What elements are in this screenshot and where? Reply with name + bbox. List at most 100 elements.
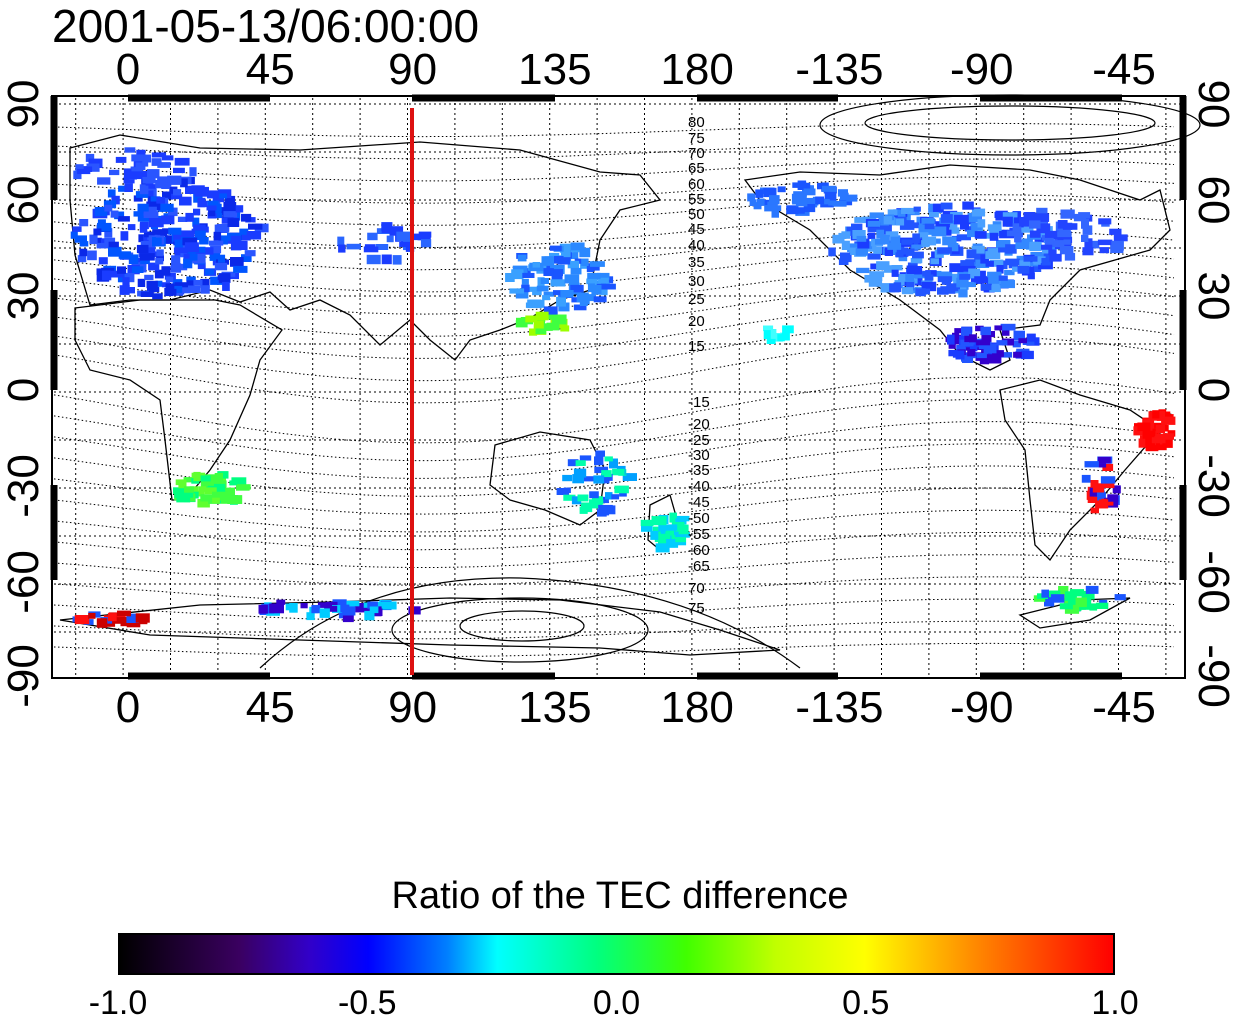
tec-patch: [557, 257, 571, 265]
tec-patch: [980, 326, 991, 336]
tec-patch: [987, 275, 1000, 284]
tec-patch: [677, 515, 690, 522]
tec-patch: [1064, 252, 1076, 261]
tec-patch: [146, 201, 161, 211]
tec-patch: [183, 477, 196, 483]
tec-patch: [375, 244, 389, 250]
tec-patch: [173, 233, 184, 242]
tec-patch: [79, 241, 89, 247]
tec-patch: [922, 236, 937, 246]
tec-patch: [1059, 603, 1073, 610]
tec-patch: [224, 487, 235, 496]
tec-patch: [223, 202, 237, 212]
tec-patch: [216, 224, 230, 232]
tec-patch: [967, 230, 978, 238]
tec-patch: [193, 471, 201, 482]
lat-tick-left: -90: [0, 644, 48, 708]
tec-patch: [173, 247, 188, 254]
tec-patch: [157, 204, 173, 212]
tec-patch: [1030, 251, 1045, 260]
lat-tick-right: 90: [1189, 79, 1238, 129]
tec-patch: [953, 214, 969, 225]
tec-patch: [86, 163, 100, 172]
tec-patch: [1041, 257, 1051, 266]
tec-patch: [1145, 435, 1155, 446]
tec-patch: [269, 603, 284, 614]
tec-patch: [218, 235, 228, 245]
tec-patch: [849, 247, 858, 255]
tec-patch: [116, 270, 125, 278]
tec-patch: [600, 289, 608, 296]
tec-patch: [133, 211, 144, 217]
tec-patch: [144, 247, 156, 254]
tec-patch: [230, 235, 241, 244]
tec-patch: [1097, 239, 1113, 246]
lat-tick-right: -90: [1189, 644, 1238, 708]
tec-patch: [924, 274, 934, 281]
tec-patch: [786, 205, 799, 215]
tec-patch: [209, 252, 221, 261]
tec-patch: [168, 227, 182, 235]
tec-patch: [550, 279, 566, 287]
tec-patch: [556, 488, 570, 495]
tec-patch: [562, 474, 573, 482]
tec-patch: [1049, 253, 1062, 262]
tec-patch: [1032, 256, 1046, 264]
tec-patch: [184, 242, 199, 253]
tec-patch: [581, 258, 589, 266]
tec-patch: [874, 238, 886, 245]
tec-patch: [1082, 225, 1093, 235]
tec-patch: [992, 221, 1002, 227]
tec-patch: [889, 283, 900, 293]
tec-patch: [515, 320, 528, 328]
colorbar-tick: 0.0: [592, 984, 641, 1022]
tec-patch: [1043, 252, 1052, 262]
world-map: 8075706560555045403530252015-15-20-25-30…: [50, 94, 1201, 680]
contour-label: 75: [688, 130, 705, 147]
tec-patch: [131, 266, 144, 273]
tec-patch: [161, 155, 174, 161]
tec-patch: [851, 223, 863, 233]
tec-patch: [899, 220, 915, 230]
tec-patch: [983, 343, 997, 354]
tec-patch: [556, 314, 567, 325]
tec-patch: [139, 253, 155, 261]
tec-patch: [225, 195, 236, 205]
tec-patch: [167, 175, 182, 185]
tec-patch: [570, 267, 582, 275]
tec-patch: [137, 215, 153, 222]
tec-patch: [127, 224, 136, 231]
tec-patch: [103, 200, 117, 209]
tec-patch: [671, 522, 685, 528]
tec-patch: [956, 277, 968, 288]
tec-patch: [511, 269, 524, 280]
tec-patch: [543, 268, 554, 276]
tec-patch: [148, 218, 164, 228]
tec-patch: [155, 180, 166, 189]
tec-patch: [123, 176, 135, 184]
tec-patch: [1044, 230, 1060, 240]
tec-patch: [168, 288, 177, 296]
tec-patch: [949, 227, 960, 234]
tec-patch: [601, 473, 613, 481]
tec-patch: [183, 258, 193, 269]
tec-patch: [804, 197, 818, 208]
tec-patch: [214, 483, 226, 492]
tec-patch: [665, 526, 674, 536]
tec-patch: [913, 206, 921, 212]
tec-patch: [878, 224, 892, 233]
tec-patch: [1155, 424, 1165, 434]
tec-patch: [156, 249, 164, 257]
lat-tick-right: 0: [1189, 377, 1238, 403]
tec-patch: [117, 266, 127, 274]
tec-patch: [956, 234, 971, 241]
tec-patch: [1152, 410, 1160, 419]
tec-patch: [407, 233, 421, 241]
tec-patch: [342, 612, 354, 623]
tec-patch: [151, 158, 162, 166]
tec-patch: [509, 288, 525, 294]
contour-label: 50: [688, 206, 705, 223]
tec-patch: [70, 231, 78, 239]
tec-patch: [300, 603, 308, 609]
tec-patch: [980, 284, 992, 291]
